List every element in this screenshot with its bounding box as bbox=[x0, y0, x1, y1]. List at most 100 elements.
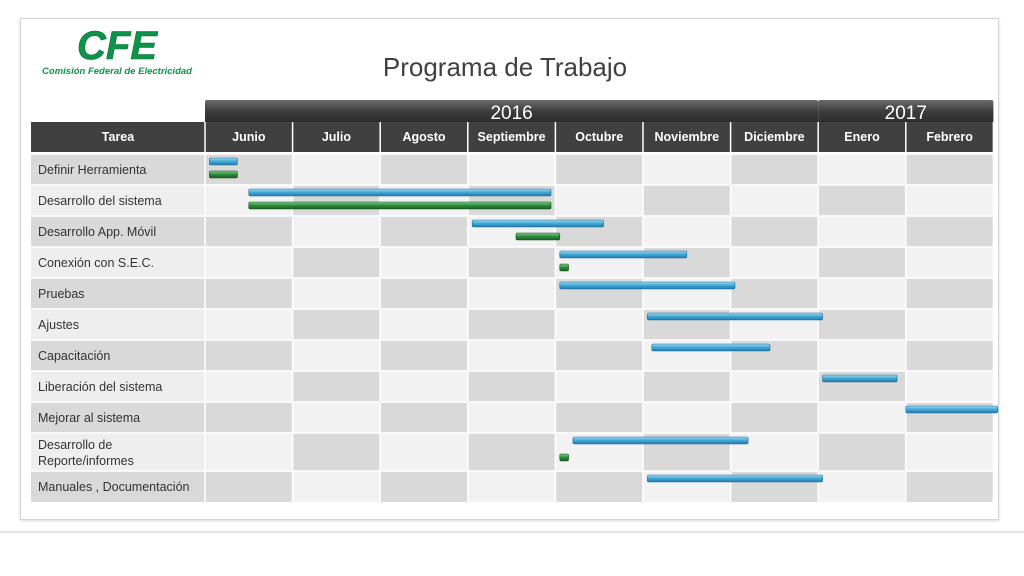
month-cell bbox=[467, 247, 556, 278]
plan-bar bbox=[559, 250, 688, 259]
task-name: Ajustes bbox=[38, 318, 79, 332]
task-column-header: Tarea bbox=[102, 130, 135, 144]
month-cell bbox=[380, 371, 468, 402]
task-cell bbox=[31, 278, 205, 309]
month-cell bbox=[380, 433, 468, 471]
month-cell bbox=[555, 185, 643, 216]
month-header: Julio bbox=[322, 130, 352, 144]
month-cell bbox=[818, 154, 906, 185]
actual-bar bbox=[248, 201, 552, 210]
month-cell bbox=[818, 247, 906, 278]
task-cell bbox=[31, 433, 205, 471]
month-cell bbox=[818, 309, 906, 340]
year-header-2017 bbox=[818, 100, 994, 124]
logo-name: Comisión Federal de Electricidad bbox=[42, 66, 192, 77]
month-cell bbox=[292, 154, 381, 185]
month-cell bbox=[205, 433, 293, 471]
month-header: Septiembre bbox=[478, 130, 546, 144]
actual-bar bbox=[209, 170, 238, 179]
month-cell bbox=[818, 433, 906, 471]
month-cell bbox=[292, 278, 381, 309]
month-cell bbox=[380, 154, 468, 185]
month-cell bbox=[905, 309, 994, 340]
month-cell bbox=[292, 309, 381, 340]
task-cell bbox=[31, 340, 205, 371]
month-cell bbox=[205, 278, 293, 309]
month-header: Noviembre bbox=[654, 130, 719, 144]
month-cell bbox=[818, 278, 906, 309]
year-header-2016 bbox=[205, 100, 819, 124]
month-cell bbox=[467, 278, 556, 309]
month-cell bbox=[905, 471, 994, 502]
month-cell bbox=[643, 185, 731, 216]
month-header: Febrero bbox=[926, 130, 973, 144]
month-cell bbox=[643, 371, 731, 402]
month-cell bbox=[555, 309, 643, 340]
task-name: Mejorar al sistema bbox=[38, 411, 140, 425]
month-cell bbox=[555, 471, 643, 502]
month-cell bbox=[730, 185, 819, 216]
month-cell bbox=[205, 402, 293, 433]
task-cell bbox=[31, 247, 205, 278]
plan-bar bbox=[647, 312, 823, 321]
month-cell bbox=[730, 278, 819, 309]
task-name: Pruebas bbox=[38, 287, 85, 301]
cfe-logo: CFE Comisión Federal de Electricidad bbox=[25, 19, 208, 81]
task-cell bbox=[31, 371, 205, 402]
task-name: Definir Herramienta bbox=[38, 163, 146, 177]
month-cell bbox=[467, 471, 556, 502]
month-cell bbox=[905, 433, 994, 471]
month-cell bbox=[905, 154, 994, 185]
month-cell bbox=[643, 154, 731, 185]
month-cell bbox=[292, 402, 381, 433]
plan-bar bbox=[248, 188, 552, 197]
task-cell bbox=[31, 309, 205, 340]
month-cell bbox=[730, 247, 819, 278]
month-header: Enero bbox=[844, 130, 880, 144]
month-cell bbox=[205, 471, 293, 502]
task-cell bbox=[31, 471, 205, 502]
month-cell bbox=[818, 402, 906, 433]
actual-bar bbox=[559, 453, 569, 462]
plan-bar bbox=[471, 219, 604, 228]
month-cell bbox=[380, 278, 468, 309]
month-header: Diciembre bbox=[744, 130, 804, 144]
month-cell bbox=[905, 340, 994, 371]
plan-bar bbox=[209, 157, 238, 166]
month-cell bbox=[467, 433, 556, 471]
month-header: Agosto bbox=[402, 130, 445, 144]
month-cell bbox=[380, 471, 468, 502]
month-cell bbox=[905, 371, 994, 402]
column-header-row bbox=[31, 122, 994, 152]
month-cell bbox=[467, 309, 556, 340]
month-cell bbox=[643, 216, 731, 247]
plan-bar bbox=[647, 474, 823, 483]
year-label: 2016 bbox=[490, 103, 532, 124]
task-cell bbox=[31, 216, 205, 247]
task-name: Desarrollo de bbox=[38, 438, 112, 452]
month-cell bbox=[205, 247, 293, 278]
task-name: Desarrollo del sistema bbox=[38, 194, 162, 208]
plan-bar bbox=[905, 405, 999, 414]
month-cell bbox=[730, 216, 819, 247]
actual-bar bbox=[559, 263, 569, 272]
task-cell bbox=[31, 402, 205, 433]
month-cell bbox=[205, 340, 293, 371]
month-cell bbox=[292, 371, 381, 402]
actual-bar bbox=[515, 232, 561, 241]
task-name: Manuales , Documentación bbox=[38, 480, 190, 494]
task-name: Conexión con S.E.C. bbox=[38, 256, 154, 270]
month-cell bbox=[730, 402, 819, 433]
month-cell bbox=[818, 185, 906, 216]
month-cell bbox=[467, 402, 556, 433]
month-cell bbox=[380, 309, 468, 340]
month-cell bbox=[905, 216, 994, 247]
plan-bar bbox=[572, 436, 749, 445]
month-header: Octubre bbox=[575, 130, 623, 144]
month-cell bbox=[730, 154, 819, 185]
month-cell bbox=[380, 247, 468, 278]
task-cell bbox=[31, 185, 205, 216]
month-cell bbox=[905, 185, 994, 216]
month-cell bbox=[205, 371, 293, 402]
month-cell bbox=[467, 371, 556, 402]
